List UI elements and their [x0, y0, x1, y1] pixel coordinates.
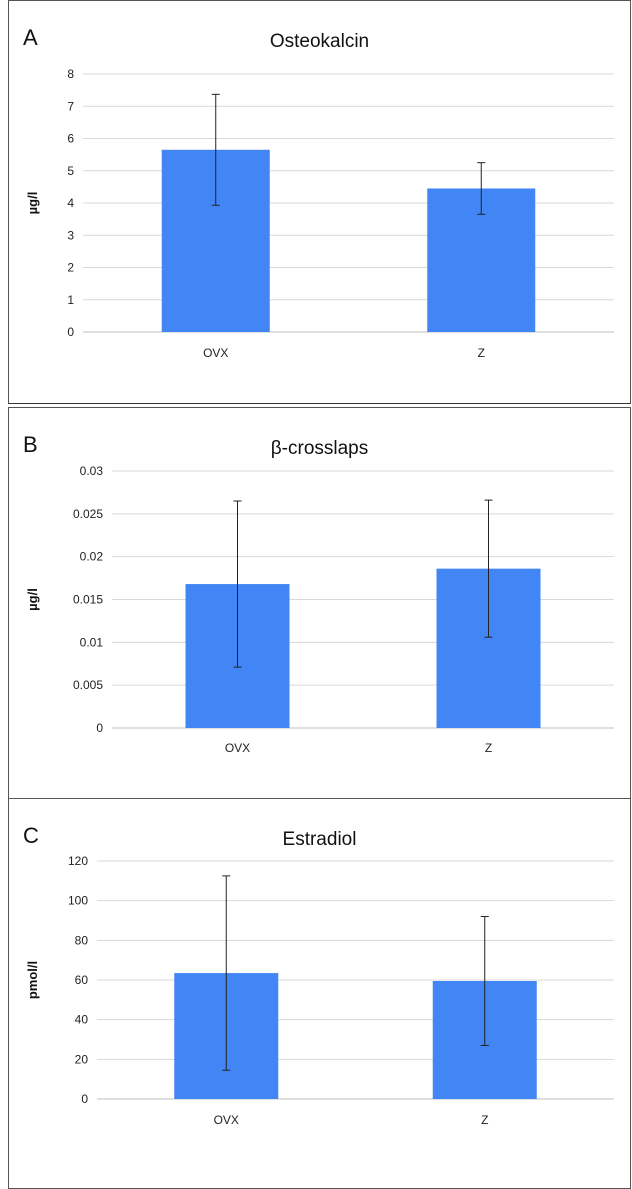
y-tick-label: 0.03: [80, 464, 104, 478]
y-tick-label: 4: [67, 196, 74, 210]
x-category-label: Z: [485, 741, 492, 755]
y-tick-label: 0.005: [73, 678, 103, 692]
y-tick-label: 20: [75, 1052, 89, 1066]
bar-chart-crosslaps: 0 0.005 0.01 0.015 0.02 0.025 0.03 µg/l OVX Z: [25, 464, 614, 755]
y-tick-label: 60: [75, 973, 89, 987]
x-category-label: OVX: [203, 346, 228, 360]
y-tick-label: 2: [67, 261, 74, 275]
y-axis-label: pmol/l: [25, 961, 40, 999]
panel-letter: A: [23, 25, 38, 50]
x-category-label: OVX: [214, 1113, 239, 1127]
y-tick-label: 8: [67, 67, 74, 81]
y-tick-label: 100: [68, 894, 88, 908]
y-tick-label: 5: [67, 164, 74, 178]
y-tick-label: 0: [96, 721, 103, 735]
x-category-label: Z: [478, 346, 485, 360]
chart-panel-c: C Estradiol 0 20 40 60 80 100 120 pmol/l OVX Z: [8, 798, 631, 1189]
y-tick-label: 0: [67, 325, 74, 339]
x-category-label: Z: [481, 1113, 488, 1127]
y-tick-label: 7: [67, 99, 74, 113]
y-tick-label: 6: [67, 132, 74, 146]
y-tick-label: 0.02: [80, 550, 104, 564]
y-axis-label: µg/l: [25, 588, 40, 611]
bar-chart-osteokalcin: 0 1 2 3 4 5 6 7 8 µg/l OVX Z: [25, 67, 614, 360]
y-tick-label: 0: [81, 1092, 88, 1106]
x-category-label: OVX: [225, 741, 250, 755]
bar-chart-estradiol: 0 20 40 60 80 100 120 pmol/l OVX Z: [25, 854, 614, 1127]
y-tick-label: 120: [68, 854, 88, 868]
y-tick-label: 3: [67, 228, 74, 242]
chart-title: Osteokalcin: [269, 31, 370, 52]
y-tick-label: 0.015: [73, 593, 103, 607]
y-tick-label: 0.01: [80, 635, 104, 649]
panel-letter: C: [23, 823, 39, 848]
chart-panel-b: B β-crosslaps 0 0.005 0.01 0.015 0.02 0.025 0.…: [8, 407, 631, 799]
y-tick-label: 40: [75, 1013, 89, 1027]
y-axis-label: µg/l: [25, 192, 40, 215]
y-tick-label: 80: [75, 933, 89, 947]
panel-letter: B: [23, 432, 38, 457]
y-tick-label: 0.025: [73, 507, 103, 521]
chart-title: Estradiol: [282, 829, 357, 850]
chart-panel-a: A Osteokalcin 0 1 2 3 4 5 6 7 8 µg/l OVX Z: [8, 0, 631, 404]
y-tick-label: 1: [67, 293, 74, 307]
chart-title: β-crosslaps: [270, 438, 369, 459]
